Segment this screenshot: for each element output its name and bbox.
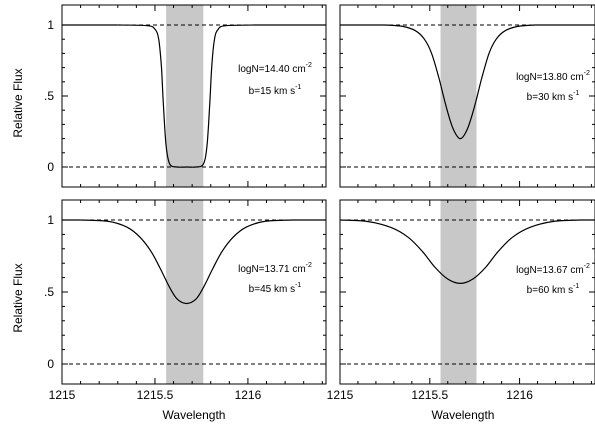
superscript: -1	[295, 282, 301, 289]
x-tick-label: 1216	[235, 388, 262, 402]
absorption-profile-line	[117, 24, 326, 168]
panel-annotation: logN=13.80 cm-2	[516, 70, 590, 83]
x-tick-label: 1215	[49, 388, 76, 402]
superscript: -2	[306, 62, 312, 69]
panel-top-right: logN=13.80 cm-2 b=30 km s-1	[339, 4, 595, 188]
panel-top-left: 1 .5 0 logN=14.40 cm-2 b=15 km s-1	[44, 4, 327, 188]
shaded-region	[440, 5, 477, 187]
y-axis-label-bottom: Relative Flux	[11, 263, 25, 332]
panel-annotation: b=15 km s-1	[249, 84, 302, 97]
superscript: -2	[306, 262, 312, 269]
x-tick-label: 1215.5	[411, 388, 448, 402]
panel-annotation: logN=14.40 cm-2	[238, 62, 312, 75]
superscript: -1	[295, 84, 301, 91]
panel-annotation: b=30 km s-1	[527, 90, 580, 103]
x-tick-label: 1215.5	[137, 388, 174, 402]
y-tick-label: .5	[44, 89, 54, 103]
panel-annotation: logN=13.67 cm-2	[516, 263, 590, 276]
x-tick-label: 1215	[327, 388, 354, 402]
shaded-region	[440, 200, 477, 384]
x-axis-label-right: Wavelength	[432, 408, 495, 422]
panel-annotation: b=45 km s-1	[249, 282, 302, 295]
superscript: -1	[573, 283, 579, 290]
superscript: -2	[584, 263, 590, 270]
y-tick-label: 1	[47, 213, 54, 227]
panel-annotation: logN=13.71 cm-2	[238, 262, 312, 275]
superscript: -1	[573, 90, 579, 97]
panel-bottom-right: 1215 1215.5 1216 logN=13.67 cm-2 b=60 km s-1	[327, 199, 595, 402]
panel-bottom-left: 1 .5 0 1215 1215.5 1216 logN=13.71 cm-2 b=45 km…	[44, 199, 327, 402]
x-axis-label-left: Wavelength	[163, 408, 226, 422]
y-tick-label: 0	[47, 357, 54, 371]
absorption-profile-line	[80, 219, 326, 305]
y-tick-label: .5	[44, 285, 54, 299]
x-tick-label: 1216	[506, 388, 533, 402]
y-axis-label-top: Relative Flux	[11, 68, 25, 137]
y-tick-label: 0	[47, 160, 54, 174]
absorption-profile-line	[339, 219, 595, 285]
shaded-region	[166, 5, 204, 187]
superscript: -2	[584, 70, 590, 77]
y-tick-label: 1	[47, 18, 54, 32]
panel-annotation: b=60 km s-1	[527, 283, 580, 296]
absorption-profile-line	[384, 24, 595, 140]
